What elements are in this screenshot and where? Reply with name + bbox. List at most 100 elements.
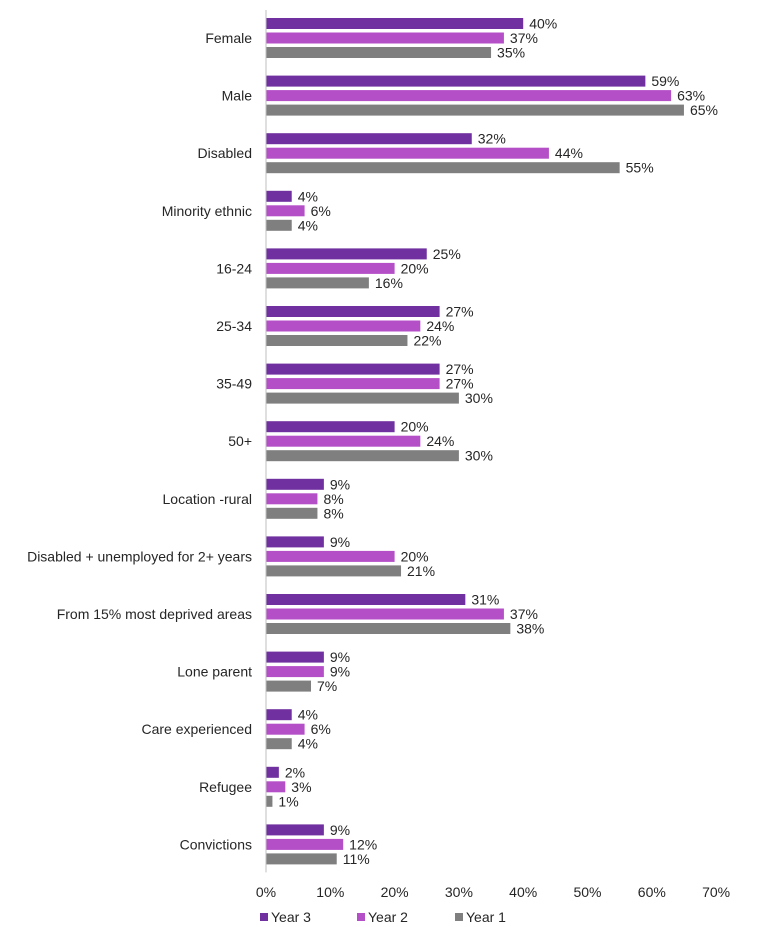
category-label: 35-49 bbox=[216, 376, 252, 392]
bar bbox=[266, 565, 402, 577]
data-label: 16% bbox=[375, 275, 403, 291]
bar bbox=[266, 723, 305, 735]
legend-label: Year 1 bbox=[466, 909, 506, 925]
bar bbox=[266, 75, 646, 87]
data-label: 25% bbox=[433, 246, 461, 262]
legend-label: Year 3 bbox=[271, 909, 311, 925]
bar bbox=[266, 262, 395, 274]
data-label: 4% bbox=[298, 736, 318, 752]
bar bbox=[266, 363, 440, 375]
bar bbox=[266, 507, 318, 519]
bar bbox=[266, 90, 672, 102]
bar bbox=[266, 104, 684, 116]
data-label: 2% bbox=[285, 764, 305, 780]
x-tick-label: 30% bbox=[445, 884, 473, 900]
data-label: 31% bbox=[471, 592, 499, 608]
bar bbox=[266, 795, 273, 807]
bar bbox=[266, 162, 620, 174]
legend-label: Year 2 bbox=[368, 909, 408, 925]
data-label: 40% bbox=[529, 16, 557, 32]
data-label: 59% bbox=[651, 73, 679, 89]
category-label: Minority ethnic bbox=[162, 203, 252, 219]
bar bbox=[266, 277, 369, 289]
category-label: Care experienced bbox=[141, 721, 252, 737]
x-axis: 0% 10% 20% 30% 40% 50% 60% 70% bbox=[256, 10, 730, 900]
bar bbox=[266, 450, 459, 462]
data-label: 38% bbox=[516, 621, 544, 637]
data-label: 44% bbox=[555, 145, 583, 161]
data-label: 55% bbox=[626, 160, 654, 176]
data-label: 30% bbox=[465, 390, 493, 406]
bar bbox=[266, 133, 472, 145]
data-label: 7% bbox=[317, 678, 337, 694]
data-label: 32% bbox=[478, 131, 506, 147]
data-label: 12% bbox=[349, 836, 377, 852]
data-label: 1% bbox=[278, 793, 298, 809]
bar bbox=[266, 18, 524, 29]
category-label: Male bbox=[222, 88, 253, 104]
data-label: 9% bbox=[330, 822, 350, 838]
data-label: 27% bbox=[446, 304, 474, 320]
x-tick-label: 20% bbox=[381, 884, 409, 900]
data-label: 9% bbox=[330, 534, 350, 550]
data-label: 9% bbox=[330, 476, 350, 492]
data-label: 22% bbox=[413, 333, 441, 349]
data-label: 27% bbox=[446, 361, 474, 377]
data-label: 4% bbox=[298, 707, 318, 723]
value-labels-layer: 40%37%35%59%63%65%32%44%55%4%6%4%25%20%1… bbox=[278, 16, 718, 867]
legend-swatch bbox=[357, 913, 365, 921]
bar bbox=[266, 335, 408, 346]
category-label: 25-34 bbox=[216, 318, 252, 334]
bar bbox=[266, 190, 292, 202]
bar bbox=[266, 623, 511, 634]
bar bbox=[266, 47, 492, 58]
x-tick-label: 40% bbox=[509, 884, 537, 900]
bar bbox=[266, 853, 337, 865]
data-label: 37% bbox=[510, 606, 538, 622]
bar bbox=[266, 320, 421, 332]
bars-layer bbox=[266, 18, 684, 865]
category-label: Female bbox=[205, 30, 252, 46]
legend-swatch bbox=[455, 913, 463, 921]
x-tick-label: 0% bbox=[256, 884, 276, 900]
bar bbox=[266, 709, 292, 721]
bar bbox=[266, 738, 292, 750]
bar bbox=[266, 766, 279, 778]
data-label: 24% bbox=[426, 433, 454, 449]
data-label: 65% bbox=[690, 102, 718, 118]
data-label: 20% bbox=[401, 548, 429, 564]
data-label: 37% bbox=[510, 30, 538, 46]
legend-swatch bbox=[260, 913, 268, 921]
x-tick-label: 50% bbox=[573, 884, 601, 900]
category-label: Refugee bbox=[199, 779, 252, 795]
bar bbox=[266, 781, 286, 793]
bar bbox=[266, 478, 324, 490]
bar bbox=[266, 219, 292, 231]
data-label: 24% bbox=[426, 318, 454, 334]
bar bbox=[266, 651, 324, 663]
bar bbox=[266, 680, 312, 692]
category-label: Location -rural bbox=[163, 491, 253, 507]
data-label: 8% bbox=[323, 491, 343, 507]
data-label: 20% bbox=[401, 260, 429, 276]
bar bbox=[266, 824, 324, 836]
x-tick-label: 10% bbox=[316, 884, 344, 900]
x-tick-label: 70% bbox=[702, 884, 730, 900]
x-tick-label: 60% bbox=[638, 884, 666, 900]
bar bbox=[266, 608, 504, 620]
data-label: 63% bbox=[677, 88, 705, 104]
bar bbox=[266, 32, 504, 44]
category-label: 50+ bbox=[228, 433, 252, 449]
data-label: 30% bbox=[465, 448, 493, 464]
bar bbox=[266, 536, 324, 548]
category-label: Lone parent bbox=[177, 664, 252, 680]
data-label: 4% bbox=[298, 217, 318, 233]
bar bbox=[266, 205, 305, 217]
legend: Year 3 Year 2 Year 1 bbox=[260, 909, 506, 925]
data-label: 6% bbox=[311, 203, 331, 219]
bar bbox=[266, 550, 395, 562]
category-label: 16-24 bbox=[216, 260, 252, 276]
data-label: 9% bbox=[330, 649, 350, 665]
bar bbox=[266, 594, 466, 605]
category-labels-layer: Female Male Disabled Minority ethnic 16-24 25… bbox=[27, 30, 252, 852]
